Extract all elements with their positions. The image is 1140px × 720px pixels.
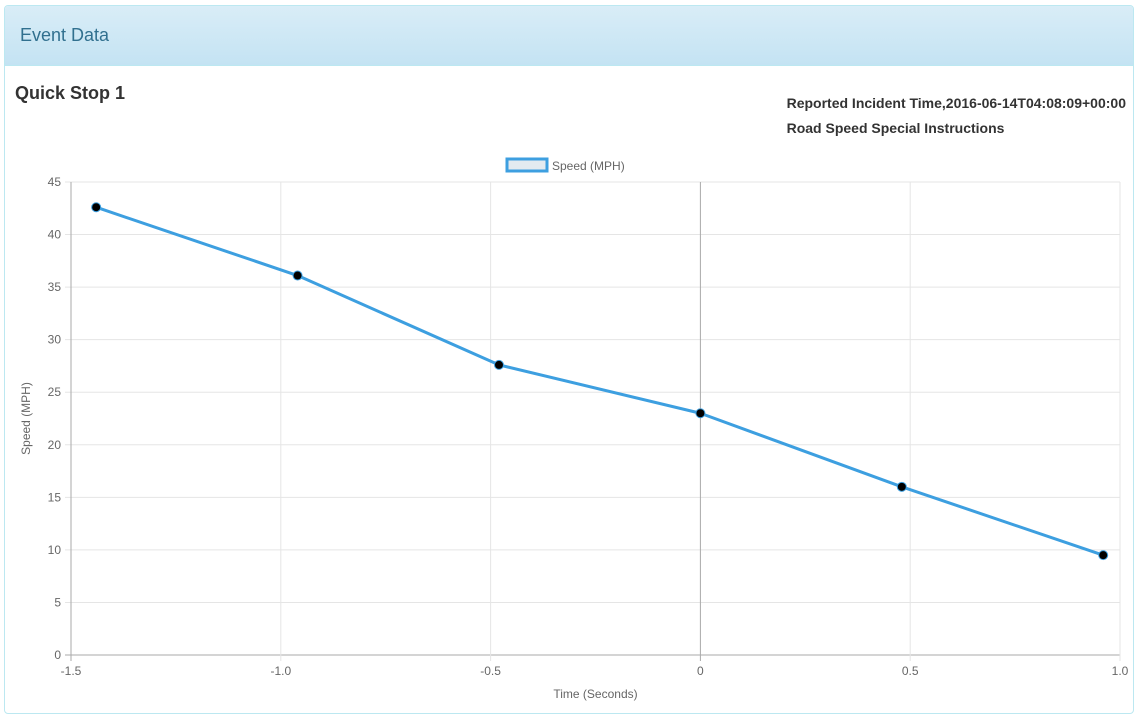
legend-swatch xyxy=(505,157,549,173)
y-tick-label: 35 xyxy=(48,280,62,294)
data-point[interactable] xyxy=(695,408,706,419)
data-point[interactable] xyxy=(91,202,102,213)
y-tick-label: 25 xyxy=(48,385,62,399)
y-tick-label: 20 xyxy=(48,438,62,452)
y-tick-label: 30 xyxy=(48,333,62,347)
x-axis-title: Time (Seconds) xyxy=(553,687,637,701)
x-tick-label: 1.0 xyxy=(1112,664,1129,678)
legend: Speed (MPH) xyxy=(505,157,625,173)
axes: 0 5 10 15 20 25 30 35 40 45 -1.5 -1.0 -0.5 0 0.5 1.0 Tim… xyxy=(19,175,1129,701)
y-tick-label: 5 xyxy=(54,595,61,609)
data-point[interactable] xyxy=(896,481,907,492)
x-tick-label: -1.5 xyxy=(61,664,82,678)
event-data-panel: Event Data xyxy=(4,5,1134,714)
panel-title: Event Data xyxy=(20,25,110,45)
special-instructions: Road Speed Special Instructions xyxy=(786,120,1005,136)
chart-title: Quick Stop 1 xyxy=(15,83,126,103)
y-tick-label: 10 xyxy=(48,543,62,557)
incident-info: Reported Incident Time,2016-06-14T04:08:… xyxy=(787,94,1126,144)
x-tick-label: -0.5 xyxy=(480,664,501,678)
x-tick-label: 0.5 xyxy=(902,664,919,678)
legend-label[interactable]: Speed (MPH) xyxy=(552,159,625,173)
y-tick-label: 15 xyxy=(48,490,62,504)
y-tick-label: 45 xyxy=(48,175,62,189)
series-layer xyxy=(91,202,1109,561)
data-point[interactable] xyxy=(292,270,303,281)
data-point[interactable] xyxy=(493,359,504,370)
x-tick-label: -1.0 xyxy=(270,664,291,678)
panel-heading: Event Data xyxy=(5,6,1133,66)
y-tick-label: 40 xyxy=(48,228,62,242)
y-axis-title: Speed (MPH) xyxy=(19,382,33,455)
data-point[interactable] xyxy=(1098,550,1109,561)
reported-incident-time: Reported Incident Time,2016-06-14T04:08:… xyxy=(786,95,1126,111)
series-line xyxy=(95,205,1104,557)
grid xyxy=(65,181,1121,661)
y-tick-label: 0 xyxy=(54,648,61,662)
x-tick-label: 0 xyxy=(697,664,704,678)
